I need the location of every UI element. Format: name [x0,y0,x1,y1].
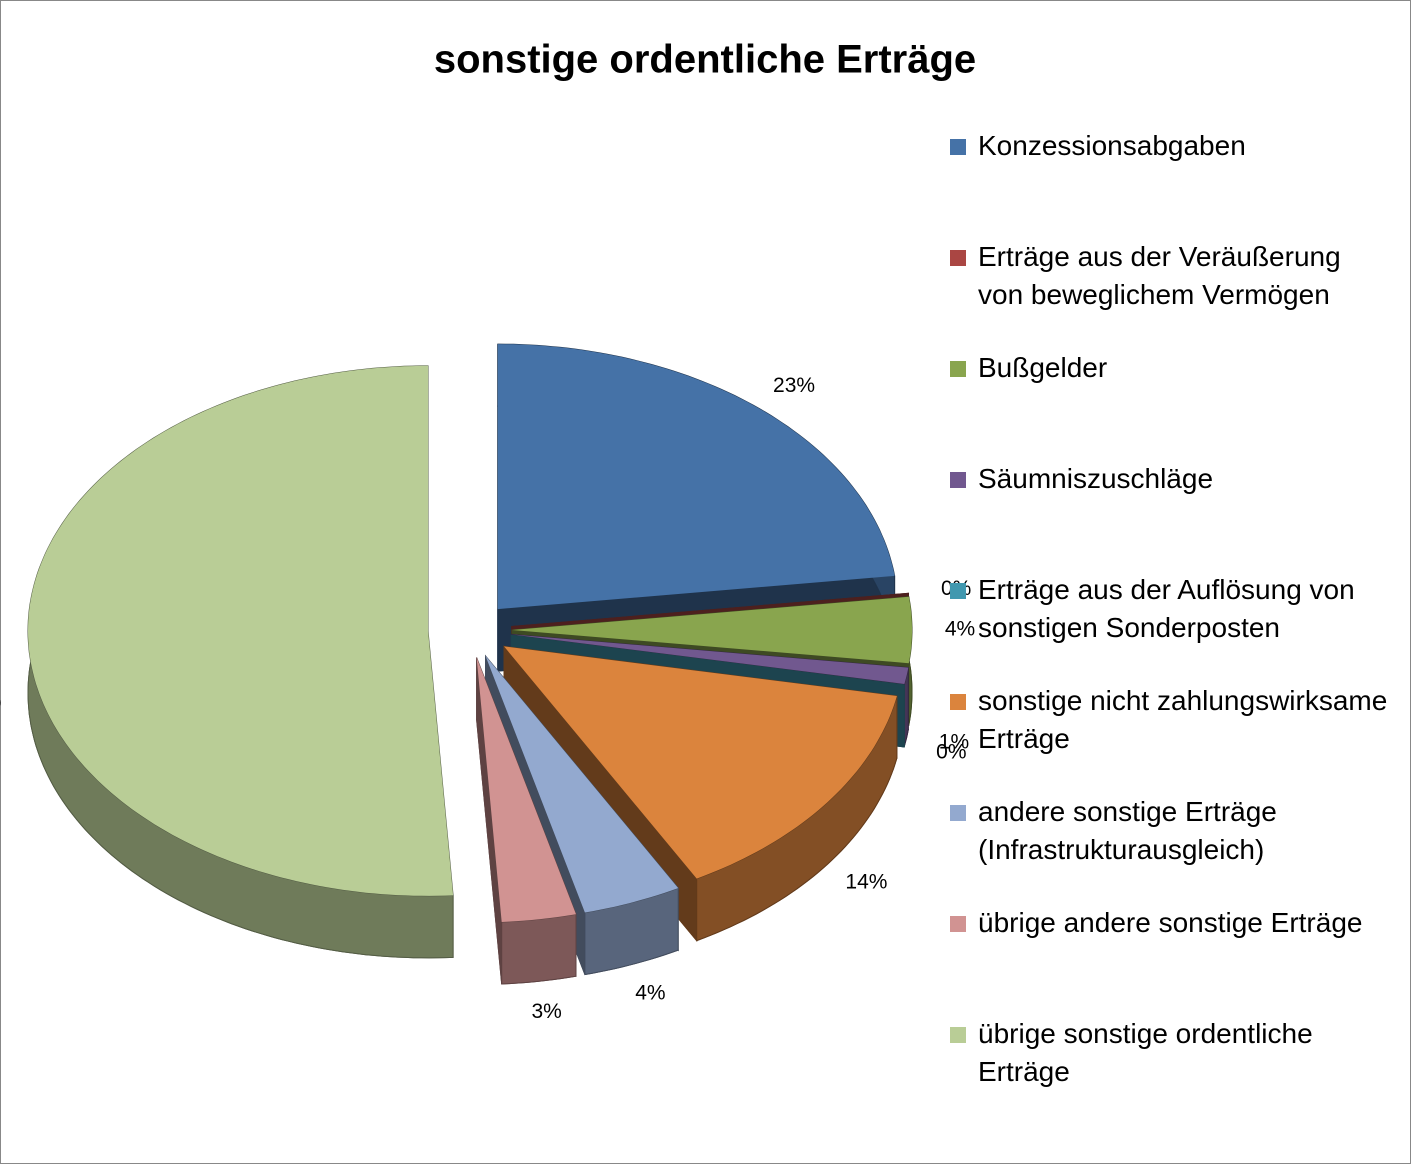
legend-swatch [950,805,966,821]
data-label: 1% [939,730,969,753]
data-label: 4% [635,981,665,1004]
data-label: 3% [531,1000,561,1023]
data-label: 0% [936,740,966,763]
legend-entry: Erträge aus der Veräußerung von beweglic… [950,238,1390,314]
legend-entry: übrige andere sonstige Erträge [950,904,1390,942]
legend-swatch [950,583,966,599]
slice [504,646,897,879]
legend-swatch [950,1027,966,1043]
legend-entry: sonstige nicht zahlungswirksame Erträge [950,682,1390,758]
legend-label: übrige andere sonstige Erträge [978,907,1363,938]
legend-entry: andere sonstige Erträge (Infrastrukturau… [950,793,1390,869]
data-label: 51% [0,690,1,713]
legend-swatch [950,694,966,710]
slice-side [584,887,679,976]
legend-entry: Bußgelder [950,349,1390,387]
slice [497,344,895,610]
legend-label: andere sonstige Erträge (Infrastrukturau… [978,796,1277,865]
legend-entry: Erträge aus der Auflösung von sonstigen … [950,571,1390,647]
legend-swatch [950,361,966,377]
slice [476,657,576,922]
data-label: 4% [945,618,975,641]
data-label: 23% [773,374,815,397]
slice [511,634,909,684]
legend-swatch [950,472,966,488]
legend-label: Säumniszuschläge [978,463,1214,494]
legend-label: Erträge aus der Auflösung von sonstigen … [978,574,1355,643]
legend-entry: Konzessionsabgaben [950,127,1390,165]
legend-swatch [950,250,966,266]
legend-entry: übrige sonstige ordentliche Erträge [950,1015,1390,1091]
legend-label: übrige sonstige ordentliche Erträge [978,1018,1313,1087]
legend-label: Konzessionsabgaben [978,130,1246,161]
legend-label: Bußgelder [978,352,1108,383]
legend-label: Erträge aus der Veräußerung von beweglic… [978,241,1341,310]
chart-title: sonstige ordentliche Erträge [434,38,976,82]
legend-label: sonstige nicht zahlungswirksame Erträge [978,685,1388,754]
slice [28,365,454,896]
legend-swatch [950,139,966,155]
slice-side [501,913,577,985]
legend-swatch [950,916,966,932]
legend-entry: Säumniszuschläge [950,460,1390,498]
data-label: 14% [845,870,887,893]
slice [485,655,679,913]
slice [512,596,912,664]
